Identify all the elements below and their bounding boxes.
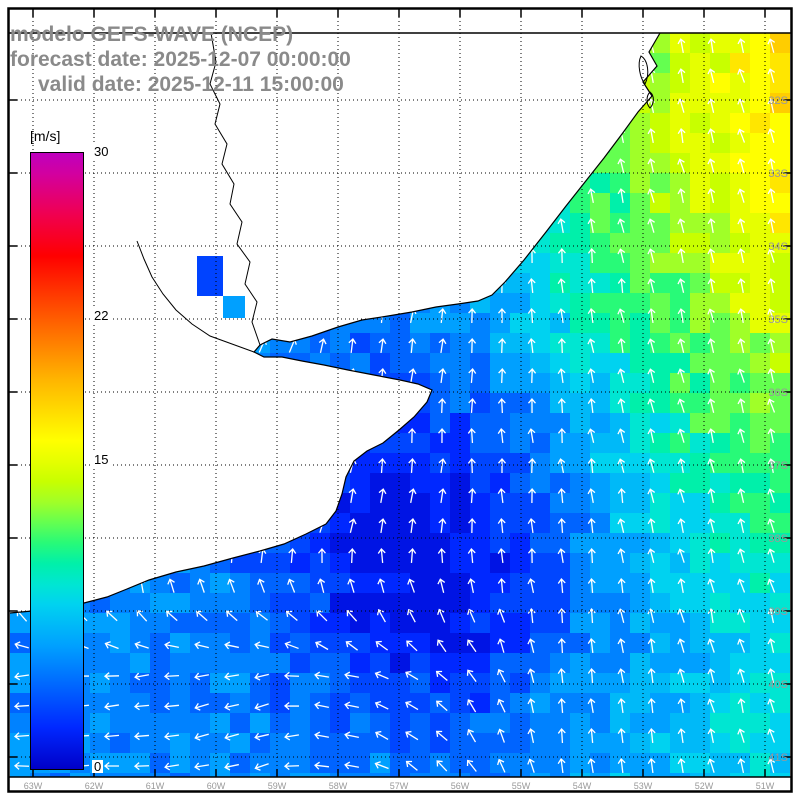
river-cells — [197, 256, 245, 318]
lat-label: 41S — [768, 752, 788, 764]
lat-label: 35S — [768, 314, 788, 326]
lat-label: 32S — [768, 95, 788, 107]
lon-label: 60W — [207, 781, 226, 791]
lon-label: 59W — [268, 781, 287, 791]
lat-label: 37S — [768, 460, 788, 472]
lon-label: 56W — [451, 781, 470, 791]
lat-label: 40S — [768, 679, 788, 691]
colorbar-tick-label: 22 — [92, 308, 111, 323]
colorbar-tick-label: 15 — [92, 451, 111, 467]
lat-label: 39S — [768, 606, 788, 618]
lon-label: 55W — [512, 781, 531, 791]
parana-river — [136, 240, 255, 353]
lon-label: 62W — [85, 781, 104, 791]
longitude-labels: 63W 62W 61W 60W 59W 58W 57W 56W 55W 54W 53W 52W 51W — [24, 781, 775, 791]
lon-label: 51W — [756, 781, 775, 791]
colorbar-tick-label: 30 — [92, 144, 111, 159]
lat-label: 36S — [768, 387, 788, 399]
lat-label: 38S — [768, 533, 788, 545]
lat-label: 33S — [768, 168, 788, 180]
colorbar-tick-label: 0 — [92, 759, 104, 774]
lon-label: 57W — [390, 781, 409, 791]
coastline — [9, 32, 661, 614]
lon-label: 61W — [146, 781, 165, 791]
colorbar-gradient — [30, 152, 84, 770]
land-mass — [10, 33, 660, 613]
lon-label: 53W — [634, 781, 653, 791]
lon-label: 54W — [573, 781, 592, 791]
map-frame — [7, 7, 793, 793]
colorbar-unit-label: [m/s] — [30, 128, 61, 144]
lon-label: 63W — [24, 781, 43, 791]
lon-label: 52W — [695, 781, 714, 791]
lon-label: 58W — [329, 781, 348, 791]
uruguay-river — [209, 32, 261, 346]
lat-label: 34S — [768, 241, 788, 253]
latitude-labels: 32S 33S 34S 35S 36S 37S 38S 39S 40S 41S — [768, 95, 788, 764]
